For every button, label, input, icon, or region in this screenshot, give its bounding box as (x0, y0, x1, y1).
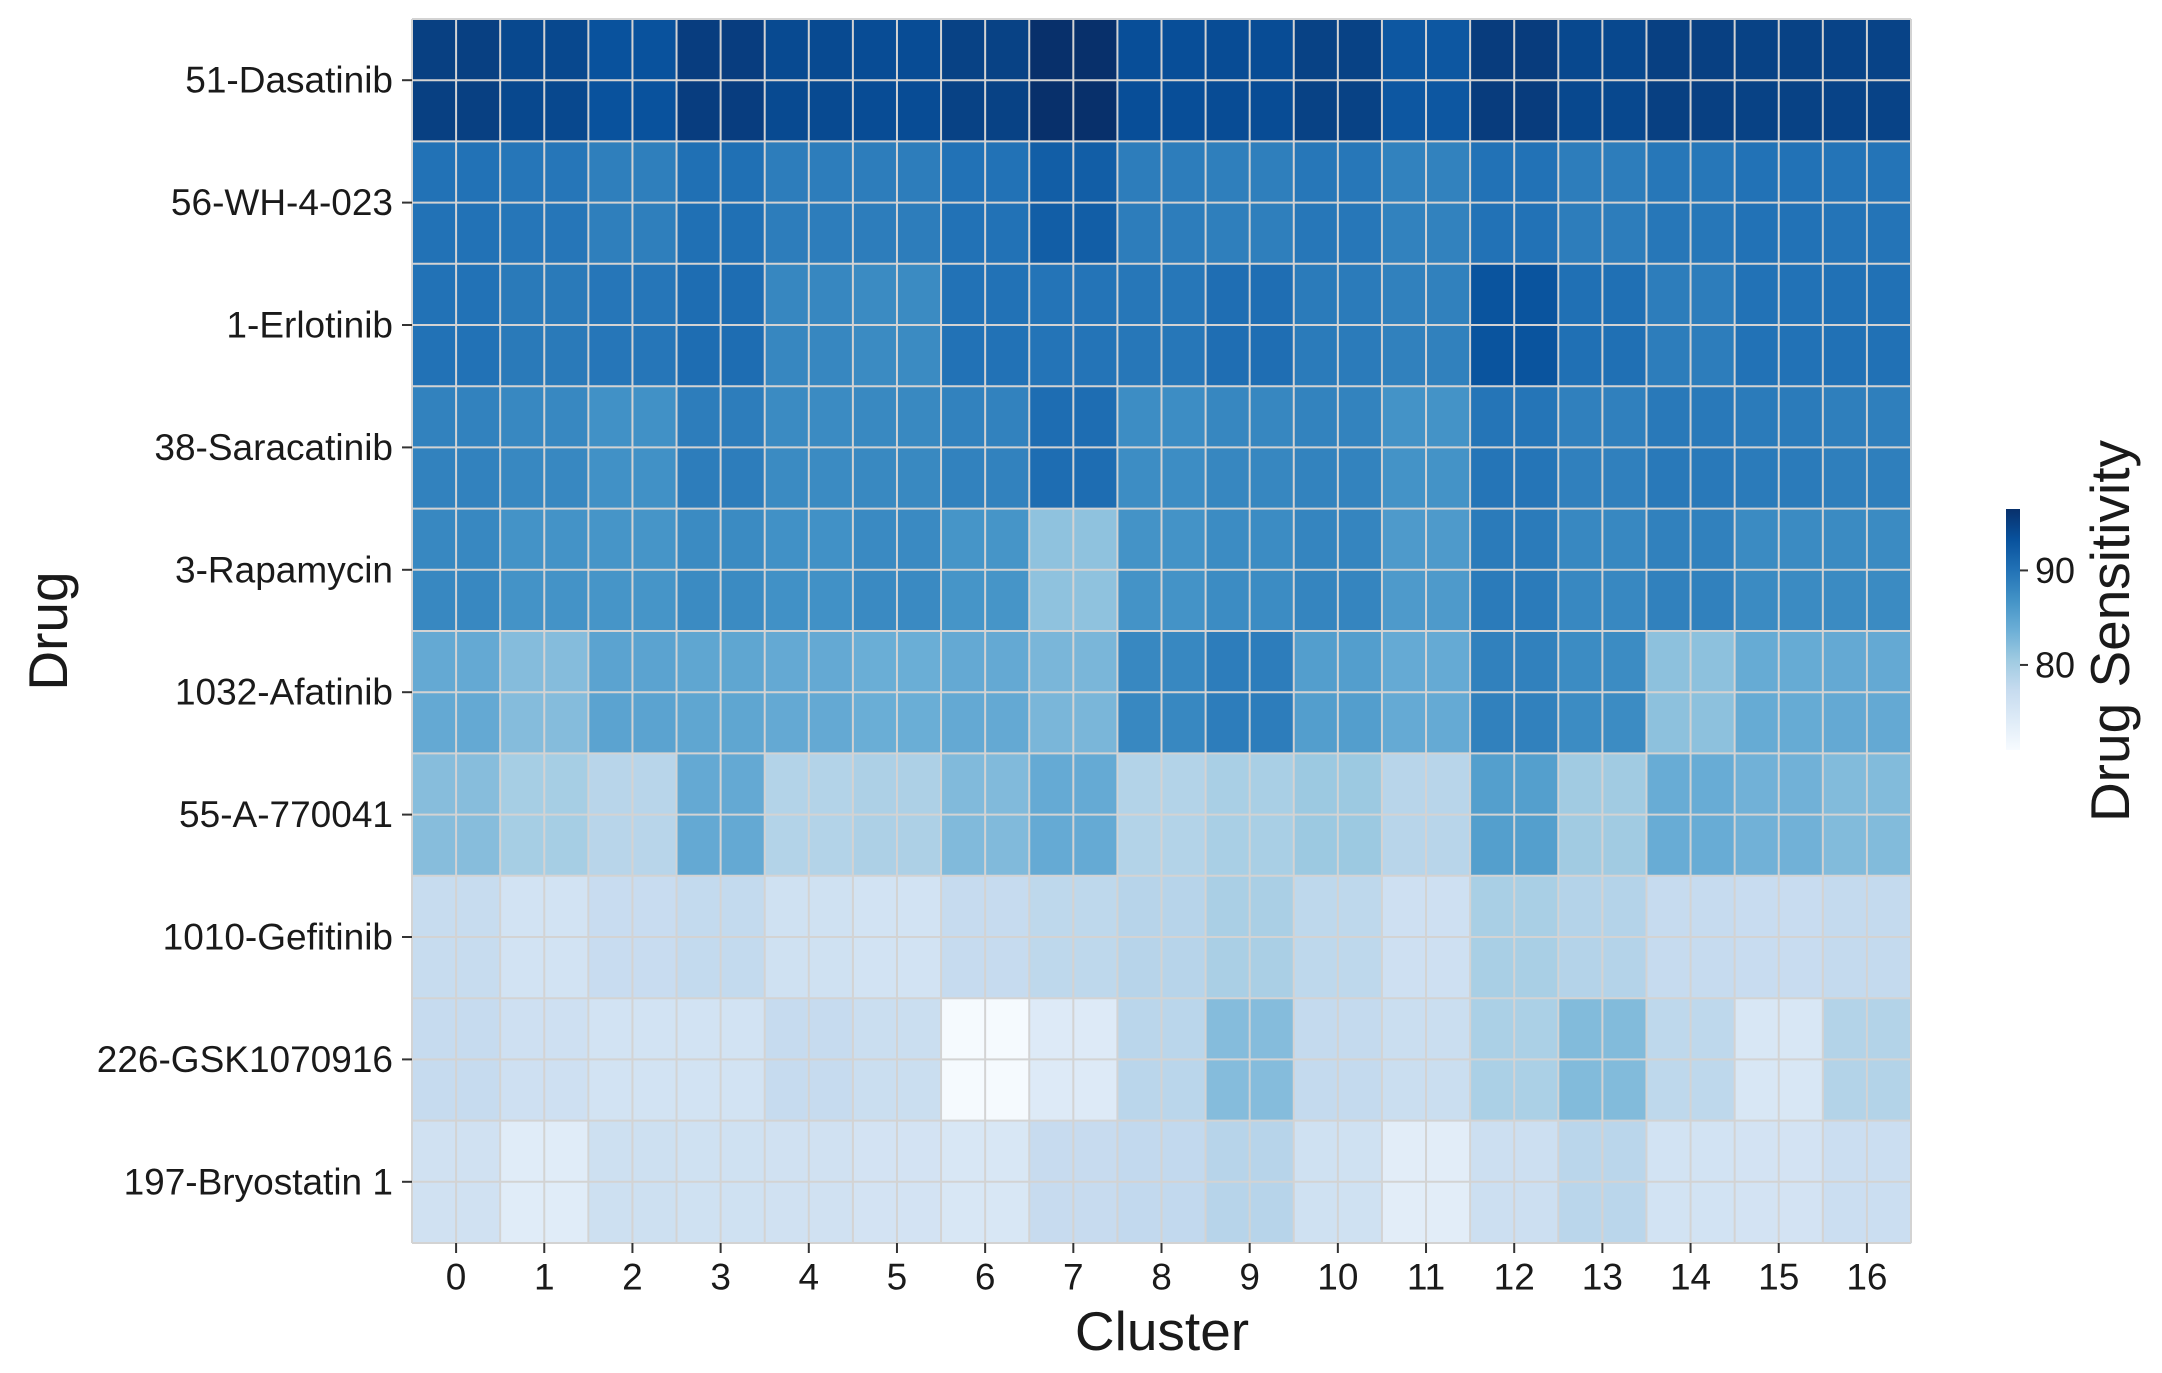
x-tick-label: 16 (1846, 1257, 1887, 1298)
y-tick-label: 51-Dasatinib (185, 60, 393, 101)
y-axis-label: Drug (17, 571, 79, 690)
heatmap-grid (411, 18, 1912, 1244)
x-tick-label: 13 (1582, 1257, 1623, 1298)
x-tick-label: 8 (1151, 1257, 1172, 1298)
colorbar-gradient (2006, 509, 2020, 750)
y-tick-label: 1032-Afatinib (175, 672, 393, 713)
x-tick-label: 15 (1758, 1257, 1799, 1298)
x-tick-label: 5 (887, 1257, 908, 1298)
x-tick-label: 11 (1407, 1257, 1445, 1298)
colorbar-label: Drug Sensitivity (2079, 439, 2141, 822)
x-tick-label: 1 (534, 1257, 555, 1298)
x-tick-label: 14 (1670, 1257, 1711, 1298)
y-tick-label: 197-Bryostatin 1 (124, 1161, 393, 1202)
x-tick-label: 10 (1317, 1257, 1358, 1298)
x-tick-label: 0 (446, 1257, 467, 1298)
colorbar-tick-label: 80 (2035, 644, 2075, 685)
x-tick-label: 7 (1063, 1257, 1084, 1298)
y-tick-label: 38-Saracatinib (154, 427, 393, 468)
x-axis: 0 1 2 3 4 5 6 7 8 9 10 11 12 13 14 15 16 (446, 1243, 1887, 1298)
x-tick-label: 3 (710, 1257, 731, 1298)
x-tick-label: 9 (1239, 1257, 1260, 1298)
y-tick-label: 1010-Gefitinib (163, 917, 393, 958)
colorbar: 80 90 (2006, 509, 2075, 750)
colorbar-tick-label: 90 (2035, 550, 2075, 591)
y-tick-label: 226-GSK1070916 (97, 1039, 393, 1080)
y-axis: 51-Dasatinib 56-WH-4-023 1-Erlotinib 38-Sar… (97, 60, 412, 1202)
x-axis-label: Cluster (1075, 1300, 1249, 1362)
y-tick-label: 55-A-770041 (179, 794, 393, 835)
x-tick-label: 12 (1494, 1257, 1535, 1298)
y-tick-label: 3-Rapamycin (175, 549, 393, 590)
x-tick-label: 6 (975, 1257, 996, 1298)
x-tick-label: 2 (622, 1257, 643, 1298)
y-tick-label: 56-WH-4-023 (171, 182, 393, 223)
y-tick-label: 1-Erlotinib (226, 305, 393, 346)
x-tick-label: 4 (799, 1257, 820, 1298)
